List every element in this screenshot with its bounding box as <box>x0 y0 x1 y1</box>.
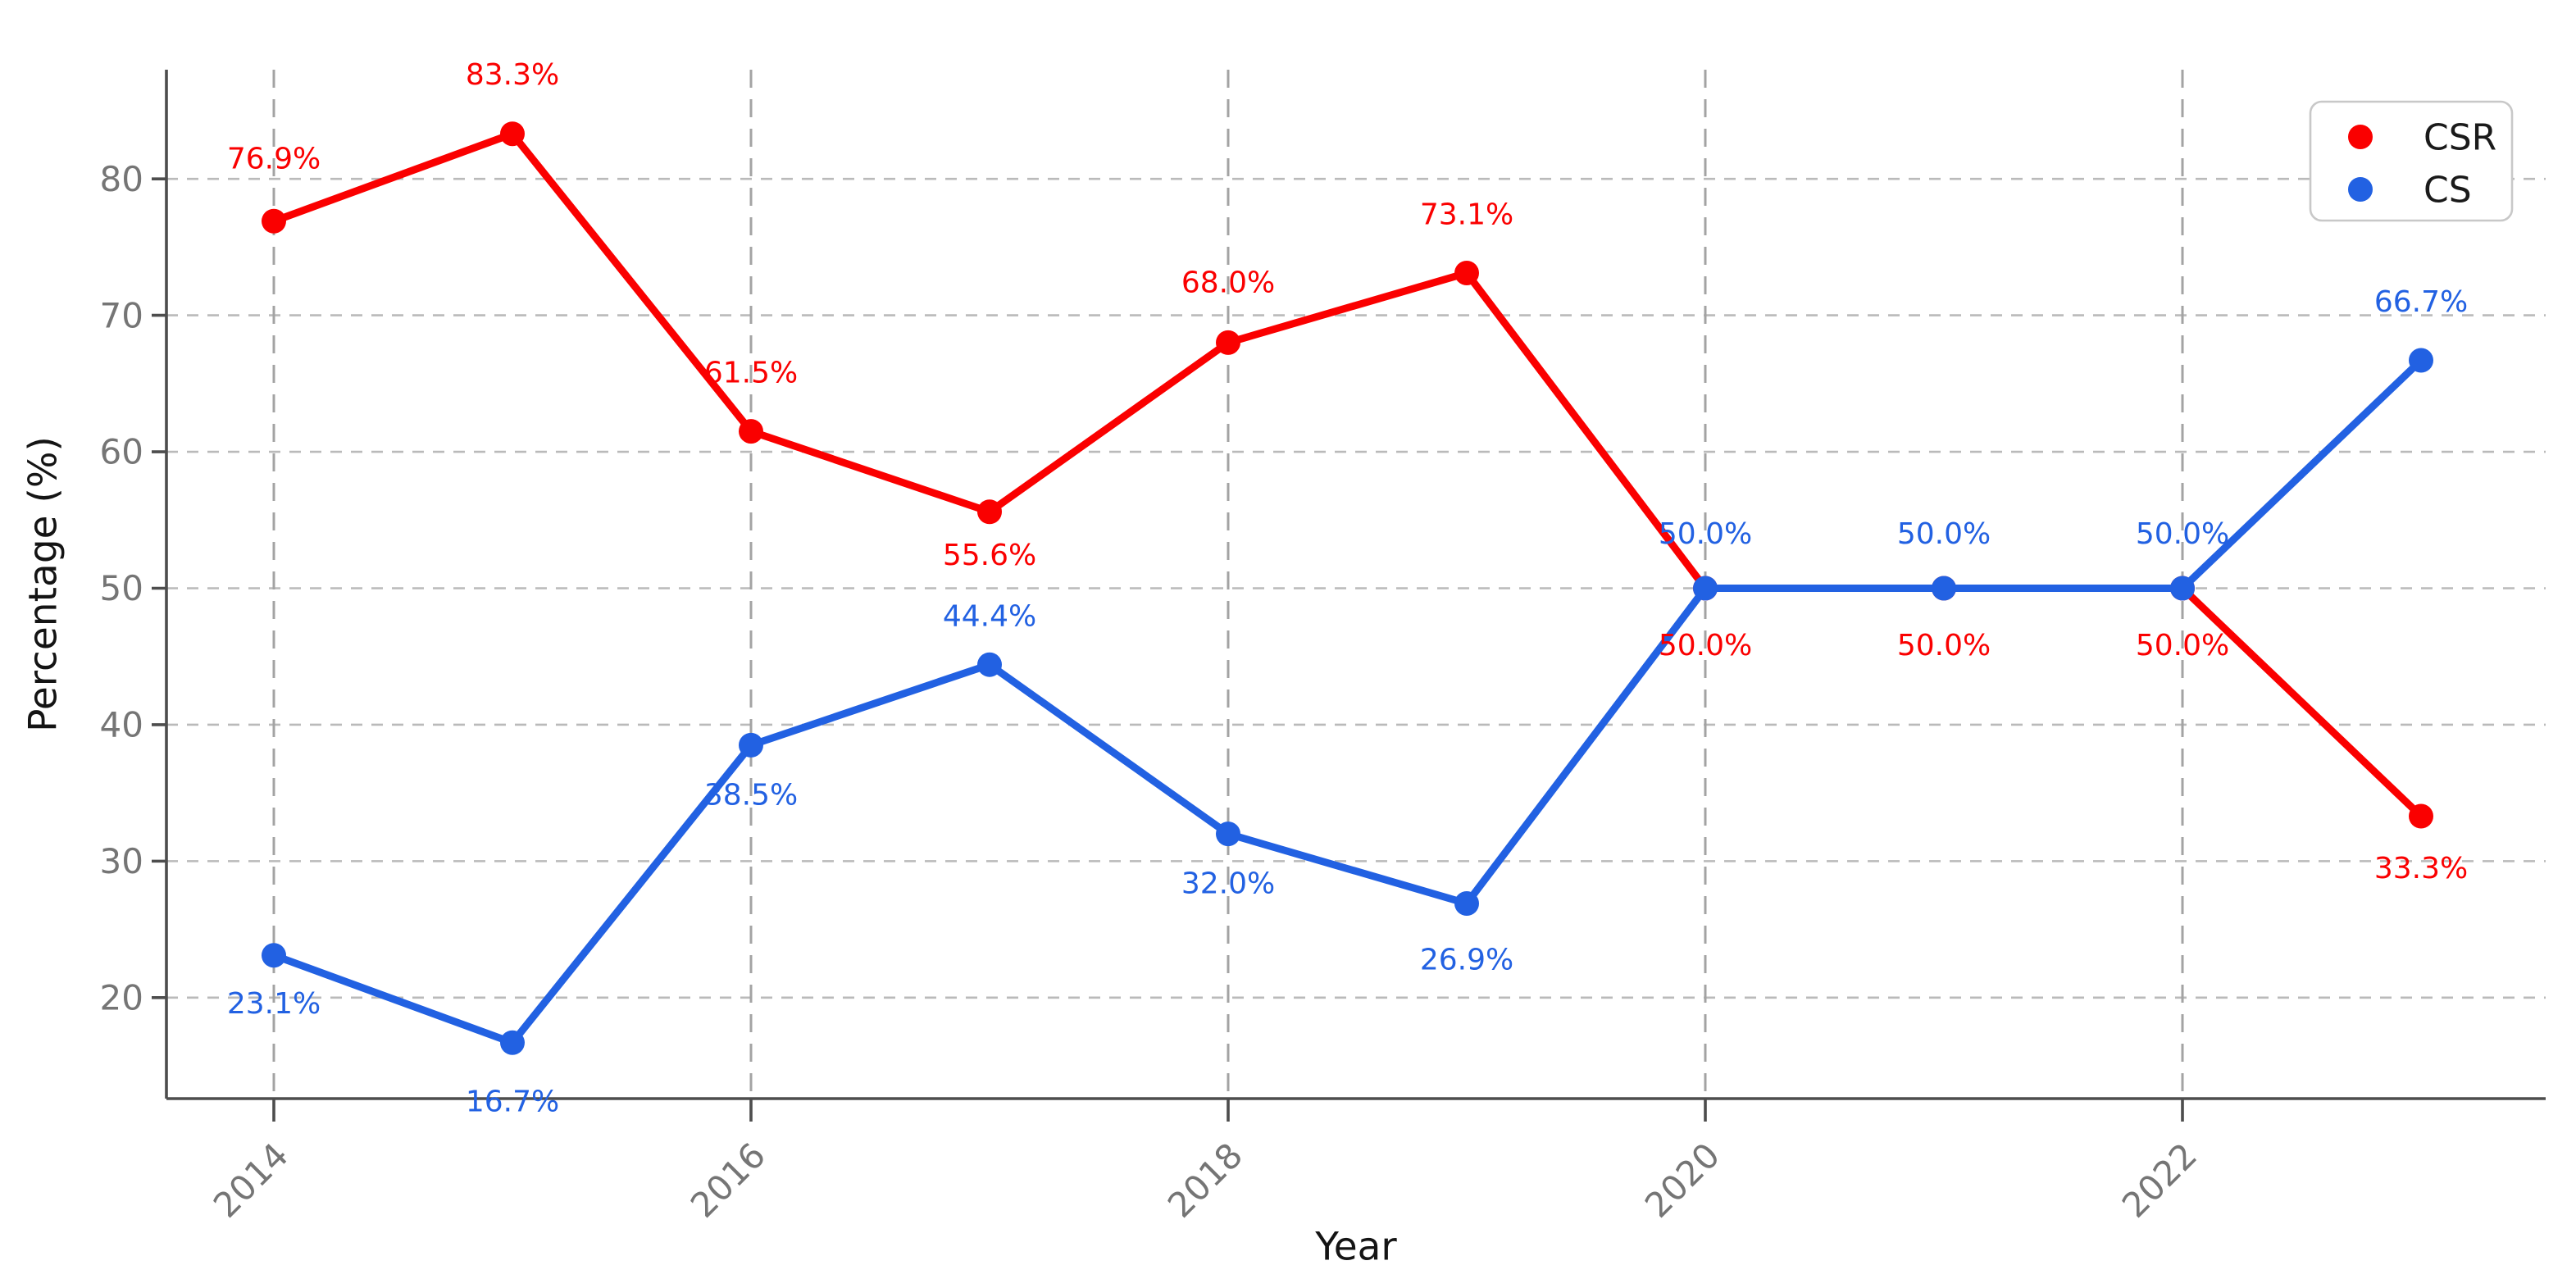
y-tick-label-80: 80 <box>100 159 143 199</box>
cs-label-2017: 44.4% <box>943 599 1036 633</box>
legend-marker-csr <box>2348 125 2373 149</box>
legend-label-cs: CS <box>2424 169 2472 211</box>
cs-point-2022 <box>2170 576 2195 601</box>
csr-label-2022: 50.0% <box>2136 629 2229 662</box>
y-tick-label-60: 60 <box>100 432 143 472</box>
csr-label-2015: 83.3% <box>466 58 559 92</box>
cs-point-2023 <box>2409 348 2433 373</box>
csr-point-2018 <box>1216 330 1240 355</box>
csr-label-2018: 68.0% <box>1181 266 1275 299</box>
csr-label-2016: 61.5% <box>704 357 798 390</box>
cs-label-2022: 50.0% <box>2136 517 2229 551</box>
csr-label-2019: 73.1% <box>1420 198 1513 232</box>
csr-label-2017: 55.6% <box>943 539 1036 572</box>
cs-label-2021: 50.0% <box>1897 517 1991 551</box>
x-axis-title: Year <box>1314 1224 1397 1269</box>
cs-point-2016 <box>739 732 763 758</box>
cs-point-2014 <box>262 943 286 968</box>
cs-label-2020: 50.0% <box>1659 517 1752 551</box>
cs-label-2019: 26.9% <box>1420 944 1513 977</box>
cs-point-2017 <box>977 652 1002 677</box>
cs-point-2019 <box>1454 890 1479 916</box>
legend-item-csr: CSR <box>2348 116 2496 158</box>
csr-point-2014 <box>262 208 286 234</box>
cs-label-2014: 23.1% <box>227 987 321 1021</box>
cs-label-2015: 16.7% <box>466 1085 559 1118</box>
cs-point-2018 <box>1216 821 1240 847</box>
cs-point-2020 <box>1693 576 1718 601</box>
cs-label-2016: 38.5% <box>704 779 798 812</box>
cs-point-2021 <box>1932 576 1956 601</box>
csr-point-2015 <box>500 121 525 147</box>
y-axis-title: Percentage (%) <box>20 436 66 732</box>
y-tick-label-20: 20 <box>100 978 143 1018</box>
legend: CSR CS <box>2309 100 2514 222</box>
csr-label-2023: 33.3% <box>2374 852 2468 885</box>
csr-label-2021: 50.0% <box>1897 629 1991 662</box>
legend-item-cs: CS <box>2348 169 2472 211</box>
csr-point-2023 <box>2409 803 2433 829</box>
csr-point-2016 <box>739 419 763 444</box>
cs-point-2015 <box>500 1030 525 1055</box>
y-tick-label-70: 70 <box>100 295 143 335</box>
y-tick-label-50: 50 <box>100 568 143 608</box>
legend-marker-cs <box>2348 177 2373 202</box>
csr-label-2014: 76.9% <box>227 142 321 175</box>
cs-label-2023: 66.7% <box>2374 285 2468 319</box>
csr-point-2019 <box>1454 261 1479 286</box>
csr-label-2020: 50.0% <box>1659 629 1752 662</box>
y-tick-label-30: 30 <box>100 841 143 881</box>
cs-label-2018: 32.0% <box>1181 867 1275 901</box>
csr-point-2017 <box>977 499 1002 525</box>
legend-label-csr: CSR <box>2424 116 2496 158</box>
y-tick-label-40: 40 <box>100 705 143 745</box>
cs-line <box>270 357 2425 1047</box>
